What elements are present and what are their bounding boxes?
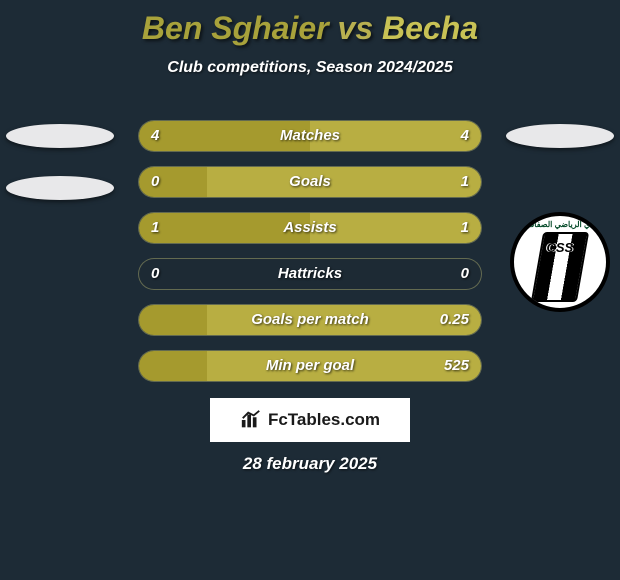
stat-label: Hattricks	[139, 259, 481, 289]
stat-value-right: 0	[461, 259, 469, 289]
player-left-name: Ben Sghaier	[142, 10, 329, 46]
stats-table: Matches44Goals01Assists11Hattricks00Goal…	[138, 120, 482, 396]
stat-row: Goals per match0.25	[138, 304, 482, 336]
player-right-photo-shadow	[506, 124, 614, 148]
stat-value-right: 1	[461, 213, 469, 243]
stat-value-left: 1	[151, 213, 159, 243]
player-right-name: Becha	[382, 10, 478, 46]
player-left-photo-shadow	[6, 124, 114, 148]
vs-text: vs	[329, 10, 382, 46]
stat-value-right: 4	[461, 121, 469, 151]
stat-label: Min per goal	[139, 351, 481, 381]
stat-value-right: 0.25	[440, 305, 469, 335]
club-abbr: CSS	[546, 240, 573, 255]
club-stripe-icon: CSS	[531, 232, 589, 302]
stat-value-right: 525	[444, 351, 469, 381]
stat-label: Matches	[139, 121, 481, 151]
chart-icon	[240, 409, 262, 431]
comparison-title: Ben Sghaier vs Becha	[0, 0, 620, 47]
stat-row: Min per goal525	[138, 350, 482, 382]
stat-label: Goals per match	[139, 305, 481, 335]
stat-row: Hattricks0 0	[138, 258, 482, 290]
stat-value-right: 1	[461, 167, 469, 197]
stat-label: Assists	[139, 213, 481, 243]
player-right-column: النادي الرياضي الصفاقسي CSS	[500, 100, 620, 312]
club-arc-text: النادي الرياضي الصفاقسي	[517, 220, 604, 229]
stat-row: Goals0 1	[138, 166, 482, 198]
brand-text: FcTables.com	[268, 410, 380, 430]
stat-value-left: 4	[151, 121, 159, 151]
brand-badge: FcTables.com	[210, 398, 410, 442]
stat-value-left: 0	[151, 259, 159, 289]
stat-row: Assists1 1	[138, 212, 482, 244]
stat-value-left: 0	[151, 167, 159, 197]
stat-row: Matches4 4	[138, 120, 482, 152]
player-left-column	[0, 100, 120, 200]
date-text: 28 february 2025	[0, 454, 620, 474]
subtitle: Club competitions, Season 2024/2025	[0, 59, 620, 77]
player-right-club-badge: النادي الرياضي الصفاقسي CSS	[510, 212, 610, 312]
player-left-club-shadow	[6, 176, 114, 200]
stat-label: Goals	[139, 167, 481, 197]
